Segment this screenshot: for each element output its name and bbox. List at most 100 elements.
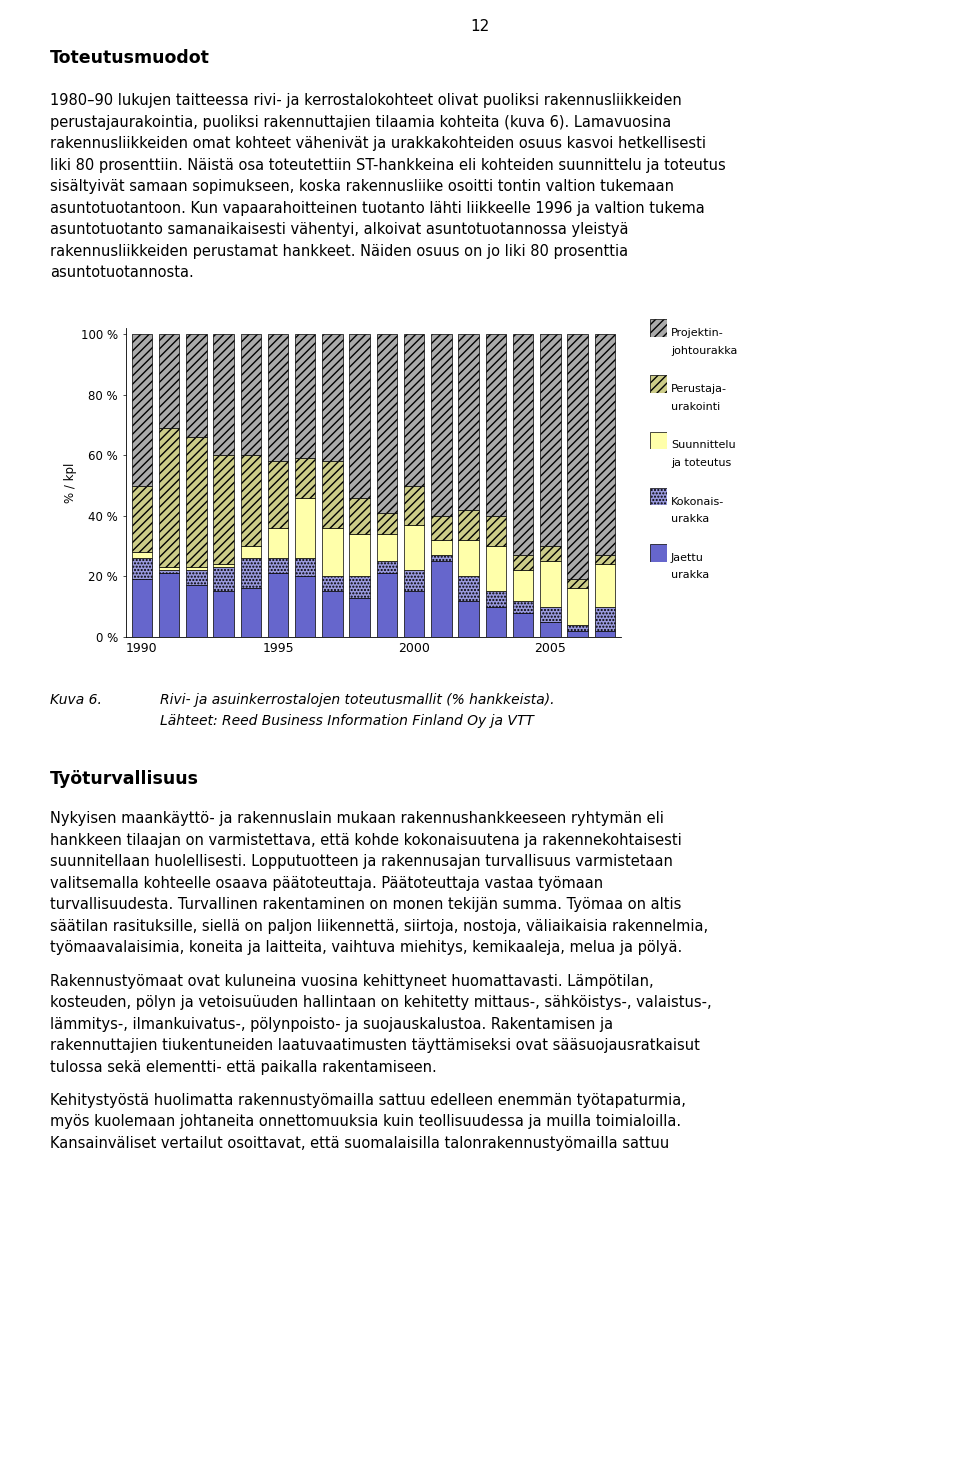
Bar bbox=[158, 335, 180, 428]
Bar bbox=[186, 437, 206, 568]
Bar bbox=[186, 335, 206, 437]
Text: säätilan rasituksille, siellä on paljon liikennettä, siirtoja, nostoja, väliaika: säätilan rasituksille, siellä on paljon … bbox=[50, 919, 708, 934]
Bar bbox=[567, 579, 588, 588]
Text: suunnitellaan huolellisesti. Lopputuotteen ja rakennusajan turvallisuus varmiste: suunnitellaan huolellisesti. Lopputuotte… bbox=[50, 854, 673, 870]
Text: asuntotuotannosta.: asuntotuotannosta. bbox=[50, 265, 194, 280]
Bar bbox=[404, 525, 424, 571]
Text: Nykyisen maankäyttö- ja rakennuslain mukaan rakennushankkeeseen ryhtymän eli: Nykyisen maankäyttö- ja rakennuslain muk… bbox=[50, 811, 663, 827]
Bar bbox=[241, 455, 261, 545]
Text: Toteutusmuodot: Toteutusmuodot bbox=[50, 49, 210, 67]
Bar bbox=[213, 335, 234, 455]
Text: Kuva 6.: Kuva 6. bbox=[50, 692, 102, 707]
Bar bbox=[295, 498, 316, 559]
Text: ja toteutus: ja toteutus bbox=[671, 458, 732, 468]
Bar bbox=[486, 335, 506, 516]
Bar bbox=[349, 498, 370, 534]
Text: hankkeen tilaajan on varmistettava, että kohde kokonaisuutena ja rakennekohtaise: hankkeen tilaajan on varmistettava, että… bbox=[50, 833, 682, 848]
Bar bbox=[158, 428, 180, 568]
Bar bbox=[459, 600, 479, 637]
Text: Suunnittelu: Suunnittelu bbox=[671, 440, 735, 451]
Bar bbox=[376, 534, 397, 562]
Bar bbox=[132, 559, 152, 579]
Text: liki 80 prosenttiin. Näistä osa toteutettiin ST-hankkeina eli kohteiden suunnitt: liki 80 prosenttiin. Näistä osa toteutet… bbox=[50, 157, 726, 173]
Bar bbox=[323, 591, 343, 637]
Bar bbox=[268, 559, 288, 574]
Bar bbox=[349, 597, 370, 637]
Text: valitsemalla kohteelle osaava päätoteuttaja. Päätoteuttaja vastaa työmaan: valitsemalla kohteelle osaava päätoteutt… bbox=[50, 876, 603, 891]
Bar bbox=[404, 591, 424, 637]
Bar bbox=[295, 335, 316, 458]
Bar bbox=[540, 335, 561, 545]
Bar bbox=[376, 335, 397, 513]
Bar bbox=[431, 539, 451, 556]
Bar bbox=[268, 574, 288, 637]
Bar bbox=[349, 576, 370, 597]
Text: urakka: urakka bbox=[671, 514, 709, 525]
Bar bbox=[567, 631, 588, 637]
Bar bbox=[323, 335, 343, 461]
Text: 1980–90 lukujen taitteessa rivi- ja kerrostalokohteet olivat puoliksi rakennusli: 1980–90 lukujen taitteessa rivi- ja kerr… bbox=[50, 93, 682, 108]
Bar bbox=[295, 559, 316, 576]
Bar bbox=[213, 568, 234, 591]
Bar bbox=[486, 516, 506, 545]
Bar bbox=[349, 534, 370, 576]
Bar bbox=[594, 556, 615, 565]
Bar bbox=[132, 335, 152, 486]
Text: rakennusliikkeiden omat kohteet vähenivät ja urakkakohteiden osuus kasvoi hetkel: rakennusliikkeiden omat kohteet vähenivä… bbox=[50, 136, 706, 151]
Bar bbox=[431, 516, 451, 539]
Bar bbox=[132, 553, 152, 559]
Bar bbox=[213, 455, 234, 565]
Text: perustajaurakointia, puoliksi rakennuttajien tilaamia kohteita (kuva 6). Lamavuo: perustajaurakointia, puoliksi rakennutta… bbox=[50, 116, 671, 130]
Bar bbox=[513, 571, 534, 600]
Bar bbox=[431, 556, 451, 562]
Bar bbox=[268, 461, 288, 528]
Bar bbox=[540, 622, 561, 637]
Bar bbox=[158, 568, 180, 571]
Bar bbox=[567, 335, 588, 579]
Bar bbox=[486, 591, 506, 606]
Text: myös kuolemaan johtaneita onnettomuuksia kuin teollisuudessa ja muilla toimialoi: myös kuolemaan johtaneita onnettomuuksia… bbox=[50, 1114, 681, 1129]
Bar bbox=[268, 528, 288, 559]
Text: Jaettu: Jaettu bbox=[671, 553, 704, 563]
Text: Rakennustyömaat ovat kuluneina vuosina kehittyneet huomattavasti. Lämpötilan,: Rakennustyömaat ovat kuluneina vuosina k… bbox=[50, 974, 654, 988]
Text: Kokonais-: Kokonais- bbox=[671, 496, 724, 507]
Text: sisältyivät samaan sopimukseen, koska rakennusliike osoitti tontin valtion tukem: sisältyivät samaan sopimukseen, koska ra… bbox=[50, 179, 674, 194]
Bar bbox=[186, 585, 206, 637]
Bar bbox=[376, 513, 397, 534]
Bar bbox=[132, 486, 152, 553]
Text: Rivi- ja asuinkerrostalojen toteutusmallit (% hankkeista).: Rivi- ja asuinkerrostalojen toteutusmall… bbox=[160, 692, 555, 707]
Text: Perustaja-: Perustaja- bbox=[671, 384, 727, 394]
Bar bbox=[323, 528, 343, 576]
Bar bbox=[241, 559, 261, 588]
Bar bbox=[459, 539, 479, 576]
Bar bbox=[158, 574, 180, 637]
Bar bbox=[594, 631, 615, 637]
Bar bbox=[567, 625, 588, 631]
Bar bbox=[241, 545, 261, 559]
Bar bbox=[404, 486, 424, 525]
Bar bbox=[540, 562, 561, 606]
Bar bbox=[241, 588, 261, 637]
Bar bbox=[459, 510, 479, 539]
Text: turvallisuudesta. Turvallinen rakentaminen on monen tekijän summa. Työmaa on alt: turvallisuudesta. Turvallinen rakentamin… bbox=[50, 897, 682, 913]
Text: asuntotuotantoon. Kun vapaarahoitteinen tuotanto lähti liikkeelle 1996 ja valtio: asuntotuotantoon. Kun vapaarahoitteinen … bbox=[50, 200, 705, 216]
Bar bbox=[513, 335, 534, 556]
Bar bbox=[213, 565, 234, 568]
Bar bbox=[323, 461, 343, 528]
Text: urakointi: urakointi bbox=[671, 402, 720, 412]
Text: kosteuden, pölyn ja vetoisuüuden hallintaan on kehitetty mittaus-, sähköistys-, : kosteuden, pölyn ja vetoisuüuden hallint… bbox=[50, 994, 711, 1011]
Text: työmaavalaisimia, koneita ja laitteita, vaihtuva miehitys, kemikaaleja, melua ja: työmaavalaisimia, koneita ja laitteita, … bbox=[50, 940, 683, 956]
Bar bbox=[540, 606, 561, 622]
Text: rakennuttajien tiukentuneiden laatuvaatimusten täyttämiseksi ovat sääsuojausratk: rakennuttajien tiukentuneiden laatuvaati… bbox=[50, 1037, 700, 1054]
Bar bbox=[268, 335, 288, 461]
Bar bbox=[404, 571, 424, 591]
Bar bbox=[186, 568, 206, 571]
Bar bbox=[594, 565, 615, 606]
Text: lämmitys-, ilmankuivatus-, pölynpoisto- ja suojauskalustoa. Rakentamisen ja: lämmitys-, ilmankuivatus-, pölynpoisto- … bbox=[50, 1017, 613, 1031]
Text: Projektin-: Projektin- bbox=[671, 328, 724, 338]
Bar bbox=[186, 571, 206, 585]
Text: 12: 12 bbox=[470, 18, 490, 34]
Bar bbox=[376, 562, 397, 574]
Text: urakka: urakka bbox=[671, 571, 709, 581]
Bar bbox=[540, 545, 561, 562]
